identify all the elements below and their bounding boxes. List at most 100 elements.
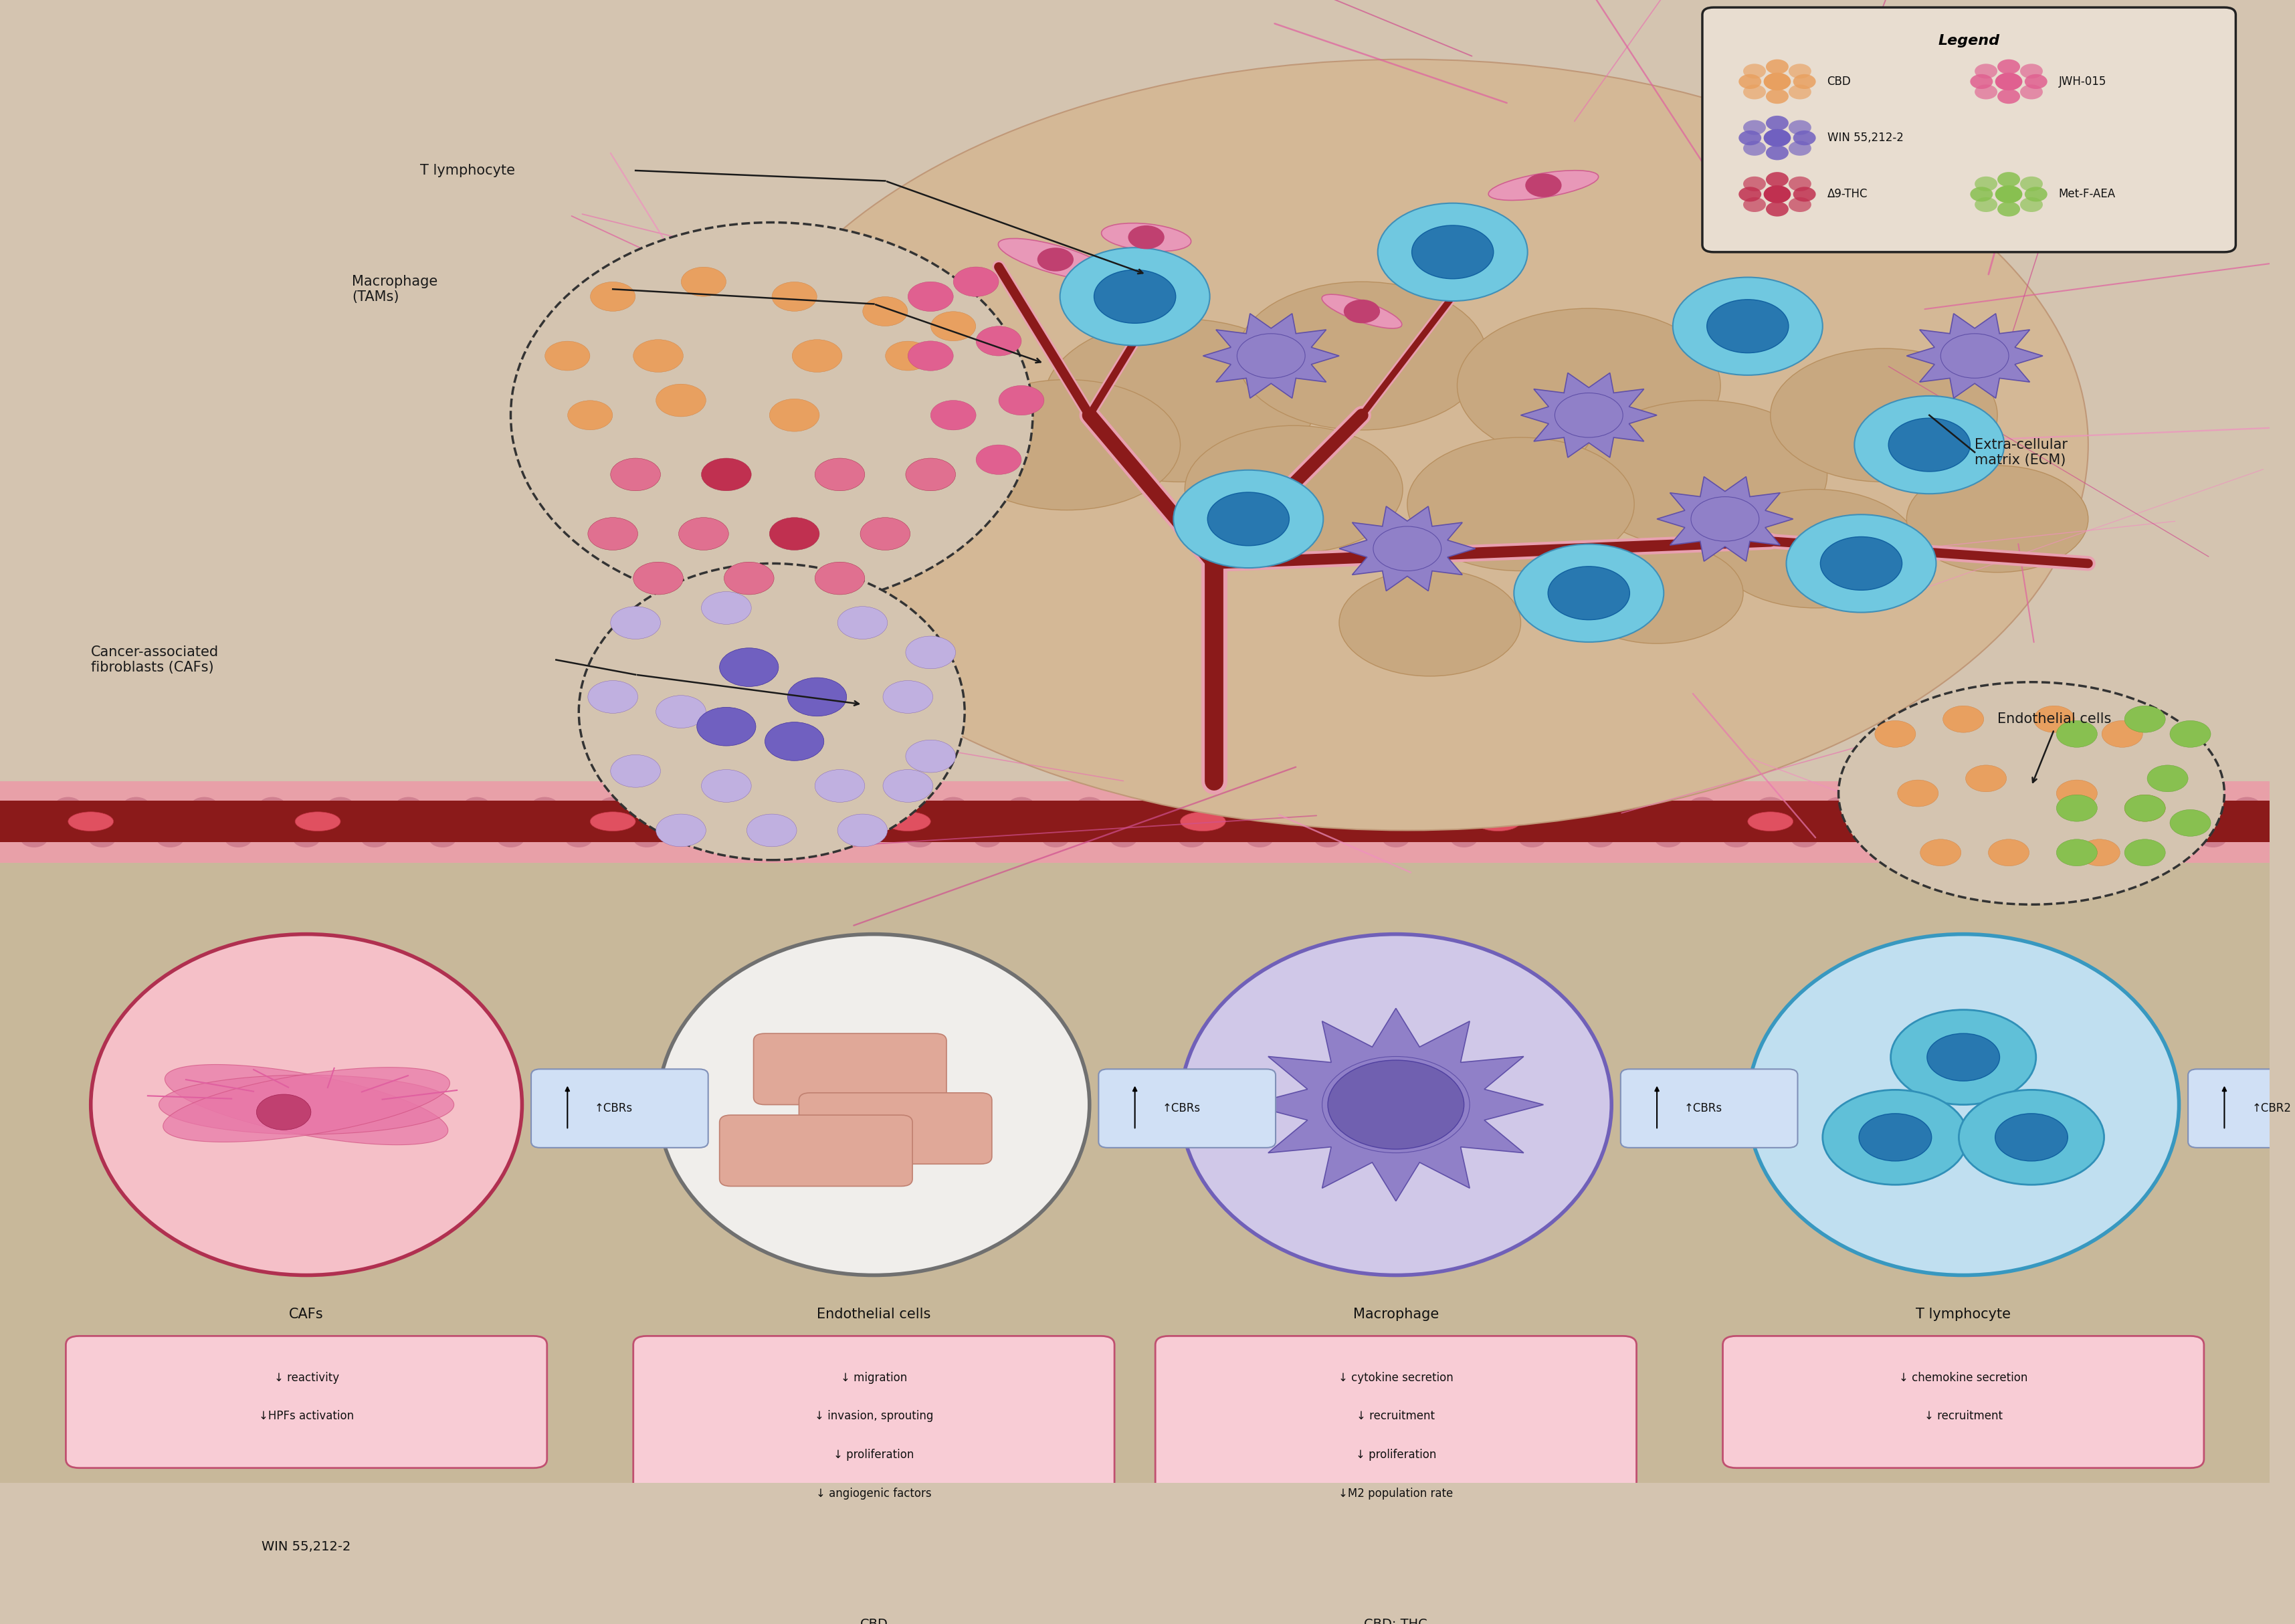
Circle shape — [973, 830, 1001, 848]
Circle shape — [1969, 187, 1992, 201]
Circle shape — [1765, 115, 1788, 130]
Polygon shape — [1203, 313, 1340, 398]
Circle shape — [838, 830, 865, 848]
Circle shape — [2056, 840, 2098, 866]
Circle shape — [815, 562, 865, 594]
Text: Δ9-THC: Δ9-THC — [1827, 188, 1868, 200]
Circle shape — [1854, 396, 2004, 494]
Circle shape — [1382, 830, 1409, 848]
Circle shape — [975, 445, 1021, 474]
Text: Endothelial cells: Endothelial cells — [1997, 713, 2111, 726]
Circle shape — [1554, 393, 1623, 437]
Ellipse shape — [512, 222, 1033, 607]
Ellipse shape — [952, 380, 1180, 510]
Circle shape — [787, 677, 847, 716]
Circle shape — [1744, 120, 1765, 135]
Ellipse shape — [1476, 812, 1522, 831]
Circle shape — [2169, 721, 2210, 747]
Circle shape — [1763, 73, 1790, 91]
Circle shape — [567, 401, 613, 430]
Circle shape — [2125, 794, 2166, 822]
Circle shape — [1788, 63, 1811, 78]
Text: CBD; THC
JWH-015: CBD; THC JWH-015 — [1363, 1618, 1427, 1624]
Circle shape — [1969, 75, 1992, 89]
Circle shape — [1788, 141, 1811, 156]
Circle shape — [2079, 840, 2121, 866]
Circle shape — [530, 797, 558, 815]
Circle shape — [590, 283, 636, 312]
Circle shape — [2233, 797, 2261, 815]
Circle shape — [1037, 247, 1074, 271]
Circle shape — [1928, 1033, 1999, 1082]
Circle shape — [1763, 128, 1790, 146]
Circle shape — [721, 648, 778, 687]
Circle shape — [610, 458, 661, 490]
Circle shape — [633, 339, 684, 372]
FancyBboxPatch shape — [67, 1337, 546, 1468]
Circle shape — [1994, 1114, 2068, 1161]
Circle shape — [2020, 177, 2043, 192]
Circle shape — [1143, 797, 1170, 815]
FancyBboxPatch shape — [530, 1069, 709, 1148]
Circle shape — [1549, 567, 1629, 620]
Circle shape — [702, 830, 728, 848]
Circle shape — [156, 830, 184, 848]
Circle shape — [1689, 797, 1717, 815]
Circle shape — [1790, 830, 1818, 848]
Ellipse shape — [1340, 570, 1522, 676]
Ellipse shape — [1102, 222, 1191, 252]
Circle shape — [1822, 1090, 1967, 1186]
Circle shape — [932, 312, 975, 341]
Circle shape — [1765, 172, 1788, 187]
Circle shape — [1974, 197, 1997, 213]
Circle shape — [1997, 201, 2020, 216]
Circle shape — [55, 797, 83, 815]
Circle shape — [1997, 60, 2020, 75]
Circle shape — [702, 591, 750, 624]
Circle shape — [2125, 794, 2166, 822]
Ellipse shape — [1489, 171, 1597, 200]
Ellipse shape — [1769, 349, 1997, 482]
Circle shape — [2033, 706, 2075, 732]
Polygon shape — [158, 1075, 454, 1134]
Circle shape — [544, 341, 590, 370]
Circle shape — [1315, 830, 1343, 848]
Circle shape — [698, 708, 755, 745]
Circle shape — [599, 797, 627, 815]
Circle shape — [2056, 780, 2098, 807]
FancyBboxPatch shape — [1703, 8, 2235, 252]
Circle shape — [668, 797, 695, 815]
Circle shape — [565, 830, 592, 848]
Circle shape — [1898, 780, 1939, 807]
Circle shape — [257, 1095, 310, 1130]
Circle shape — [838, 606, 888, 640]
Circle shape — [909, 281, 952, 312]
Circle shape — [2132, 830, 2160, 848]
Circle shape — [1111, 830, 1136, 848]
Ellipse shape — [998, 239, 1113, 281]
Circle shape — [1889, 417, 1969, 471]
Circle shape — [1994, 73, 2022, 91]
Text: Cancer-associated
fibroblasts (CAFs): Cancer-associated fibroblasts (CAFs) — [92, 645, 218, 674]
Circle shape — [1744, 63, 1765, 78]
Circle shape — [1329, 1060, 1464, 1150]
Circle shape — [1519, 830, 1547, 848]
Ellipse shape — [1322, 294, 1402, 328]
Circle shape — [1620, 797, 1648, 815]
Circle shape — [2063, 830, 2091, 848]
Ellipse shape — [92, 934, 521, 1275]
Circle shape — [1875, 721, 1916, 747]
Ellipse shape — [1237, 281, 1487, 430]
Text: Macrophage: Macrophage — [1354, 1307, 1439, 1322]
Circle shape — [633, 830, 661, 848]
Circle shape — [1994, 830, 2022, 848]
Circle shape — [1997, 172, 2020, 187]
Circle shape — [122, 797, 149, 815]
Polygon shape — [1907, 313, 2043, 398]
Circle shape — [464, 797, 491, 815]
Circle shape — [803, 797, 831, 815]
Circle shape — [1173, 469, 1324, 568]
Circle shape — [1792, 75, 1815, 89]
Circle shape — [1411, 226, 1494, 279]
Ellipse shape — [2020, 812, 2066, 831]
